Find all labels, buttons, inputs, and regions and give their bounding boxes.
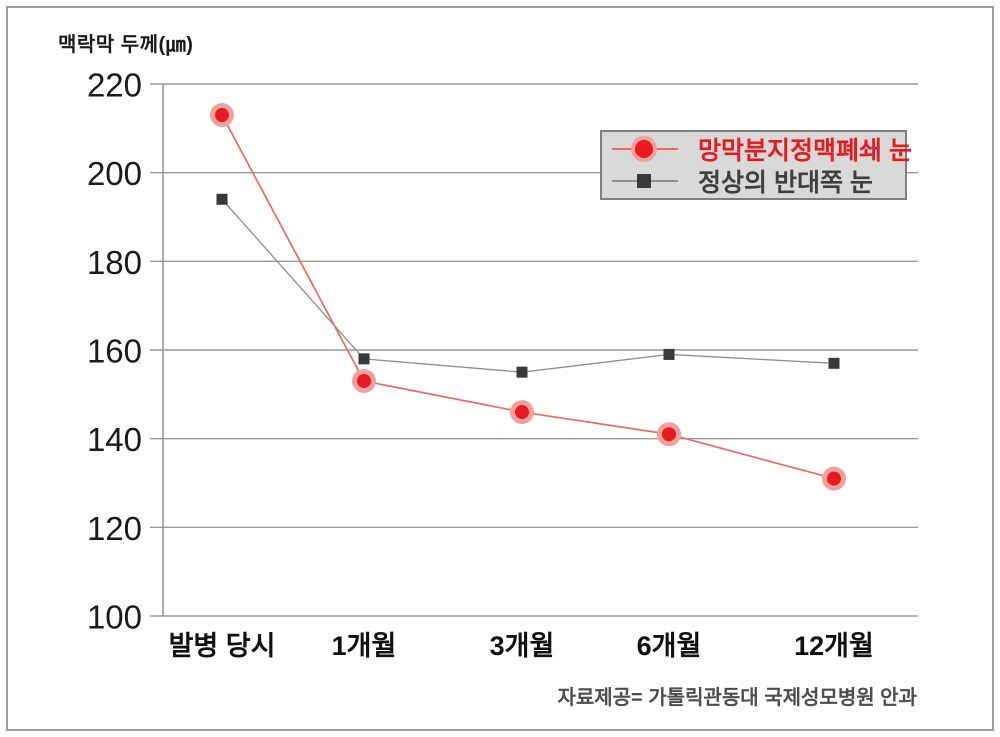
x-axis-tick-label: 3개월 (490, 631, 555, 661)
data-point-square-marker (358, 353, 370, 365)
data-point-square-marker (828, 357, 840, 369)
y-axis-tick-label: 220 (87, 67, 142, 104)
data-point-circle-marker (662, 427, 676, 442)
y-axis-tick-label: 180 (87, 244, 142, 281)
y-axis-title: 맥락막 두께(㎛) (58, 34, 194, 56)
legend-label: 정상의 반대쪽 눈 (698, 169, 873, 197)
x-axis-tick-label: 발병 당시 (169, 631, 276, 661)
y-axis-tick-label: 100 (87, 599, 142, 636)
legend-item-fellow-eye: 정상의 반대쪽 눈 (612, 166, 905, 197)
legend: 망막분지정맥폐쇄 눈 정상의 반대쪽 눈 (600, 130, 912, 200)
data-point-circle-marker (827, 471, 841, 486)
legend-label: 망막분지정맥폐쇄 눈 (698, 137, 912, 165)
data-point-circle-marker (357, 374, 371, 389)
legend-square-marker-icon (612, 167, 678, 195)
data-point-circle-marker (515, 405, 529, 420)
legend-item-occluded-eye: 망막분지정맥폐쇄 눈 (612, 134, 912, 165)
chart-border-frame (6, 6, 994, 731)
y-axis-tick-label: 140 (87, 421, 142, 458)
data-point-square-marker (216, 193, 228, 205)
y-axis-tick-label: 120 (87, 510, 142, 547)
y-axis-tick-label: 200 (87, 155, 142, 192)
data-point-square-marker (516, 366, 528, 378)
source-note: 자료제공= 가톨릭관동대 국제성모병원 안과 (557, 687, 917, 709)
x-axis-tick-label: 6개월 (637, 631, 702, 661)
x-axis-tick-label: 1개월 (332, 631, 397, 661)
y-axis-tick-label: 160 (87, 333, 142, 370)
data-point-circle-marker (215, 108, 229, 123)
x-axis-tick-label: 12개월 (794, 631, 874, 661)
legend-circle-marker-icon (612, 135, 678, 163)
data-point-square-marker (663, 348, 675, 360)
